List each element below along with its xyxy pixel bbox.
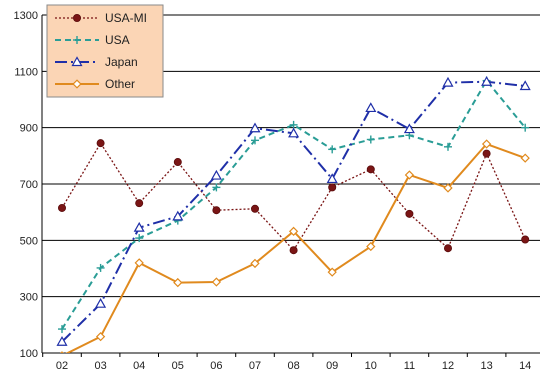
series-japan xyxy=(56,76,531,346)
data-point-other xyxy=(404,170,415,180)
axes xyxy=(41,15,540,357)
y-tick-label: 100 xyxy=(20,348,38,360)
data-point-japan xyxy=(172,210,184,221)
data-point-usa-mi xyxy=(58,203,67,212)
data-point-other xyxy=(173,277,183,288)
x-tick-label: 14 xyxy=(519,360,531,372)
x-tick-label: 08 xyxy=(287,360,299,372)
data-point-japan xyxy=(133,221,145,232)
legend-entry-usa-mi: USA-MI xyxy=(55,11,147,25)
data-point-japan xyxy=(519,80,531,91)
x-tick-label: 04 xyxy=(133,360,145,372)
data-point-other xyxy=(443,183,453,193)
data-point-usa-mi xyxy=(96,139,105,148)
legend-box xyxy=(46,4,164,98)
data-point-usa-mi xyxy=(366,165,375,174)
data-point-japan xyxy=(326,173,338,184)
data-point-japan xyxy=(403,123,415,134)
data-point-other xyxy=(366,241,376,252)
data-point-usa-mi xyxy=(250,204,259,213)
data-point-japan xyxy=(56,336,68,346)
data-point-other xyxy=(134,258,144,268)
data-point-usa xyxy=(251,136,259,145)
series-usa-mi xyxy=(58,139,530,255)
series-group xyxy=(56,76,531,353)
legend-marker xyxy=(73,13,82,22)
legend-label: Japan xyxy=(105,55,138,69)
data-point-usa-mi xyxy=(173,158,182,167)
legend-entry-japan: Japan xyxy=(55,55,138,69)
x-tick-label: 03 xyxy=(94,360,106,372)
x-tick-label: 07 xyxy=(249,360,261,372)
series-line-usa xyxy=(61,78,526,330)
data-point-japan xyxy=(210,169,222,180)
series-line-japan xyxy=(61,80,526,343)
legend-marker xyxy=(71,56,83,67)
data-point-other xyxy=(250,258,260,269)
data-point-usa xyxy=(212,183,221,192)
series-other xyxy=(60,139,530,353)
data-point-usa-mi xyxy=(212,206,221,215)
data-point-other xyxy=(520,153,530,163)
y-tick-label: 300 xyxy=(20,292,38,304)
data-point-other xyxy=(481,139,492,149)
data-point-other xyxy=(95,332,106,342)
x-tick-label: 12 xyxy=(442,360,454,372)
data-point-japan xyxy=(95,297,107,308)
data-point-usa xyxy=(328,145,337,154)
legend-label: USA-MI xyxy=(105,11,147,25)
data-point-usa xyxy=(135,234,144,243)
data-point-usa-mi xyxy=(443,244,452,253)
data-point-japan xyxy=(249,122,261,133)
data-point-usa xyxy=(96,263,105,272)
data-point-usa-mi xyxy=(328,183,337,192)
data-point-usa-mi xyxy=(482,149,491,158)
x-tick-label: 06 xyxy=(210,360,222,372)
series-usa xyxy=(58,76,530,334)
legend-label: Other xyxy=(105,77,135,91)
tick-labels: 100 300 500 700 900 1100 1300 02 03 04 05 06 07 08 09 1… xyxy=(14,10,532,372)
y-tick-label: 900 xyxy=(20,123,38,135)
data-point-other xyxy=(288,226,299,236)
data-point-usa xyxy=(366,135,375,144)
data-point-japan xyxy=(481,76,493,86)
data-point-usa xyxy=(444,142,452,151)
legend-entry-other: Other xyxy=(55,77,135,91)
y-tick-label: 500 xyxy=(20,235,38,247)
data-point-other xyxy=(327,267,337,277)
data-point-usa-mi xyxy=(521,235,530,244)
x-tick-label: 09 xyxy=(326,360,338,372)
data-point-usa-mi xyxy=(405,209,414,218)
legend-marker xyxy=(73,36,81,44)
data-point-other xyxy=(60,351,64,353)
x-tick-label: 02 xyxy=(56,360,68,372)
x-tick-label: 10 xyxy=(365,360,377,372)
data-point-japan xyxy=(288,127,300,138)
x-tick-label: 13 xyxy=(480,360,492,372)
y-tick-label: 1300 xyxy=(14,10,38,22)
data-point-usa-mi xyxy=(289,246,298,255)
data-point-japan xyxy=(442,76,454,87)
legend-label: USA xyxy=(105,33,130,47)
legend: USA-MI USA Japan Other xyxy=(46,4,164,98)
data-point-usa xyxy=(521,123,530,132)
data-point-usa-mi xyxy=(135,199,144,208)
y-tick-label: 700 xyxy=(20,179,38,191)
data-point-japan xyxy=(365,102,377,113)
x-tick-label: 11 xyxy=(404,360,415,372)
data-point-usa xyxy=(289,120,298,129)
y-tick-label: 1100 xyxy=(14,66,38,78)
data-point-other xyxy=(211,277,222,287)
x-tick-label: 05 xyxy=(172,360,184,372)
legend-entry-usa: USA xyxy=(55,33,130,47)
data-point-usa xyxy=(58,325,66,334)
legend-marker xyxy=(72,79,82,89)
